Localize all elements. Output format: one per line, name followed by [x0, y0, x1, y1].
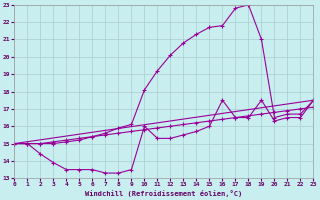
X-axis label: Windchill (Refroidissement éolien,°C): Windchill (Refroidissement éolien,°C) — [85, 190, 243, 197]
